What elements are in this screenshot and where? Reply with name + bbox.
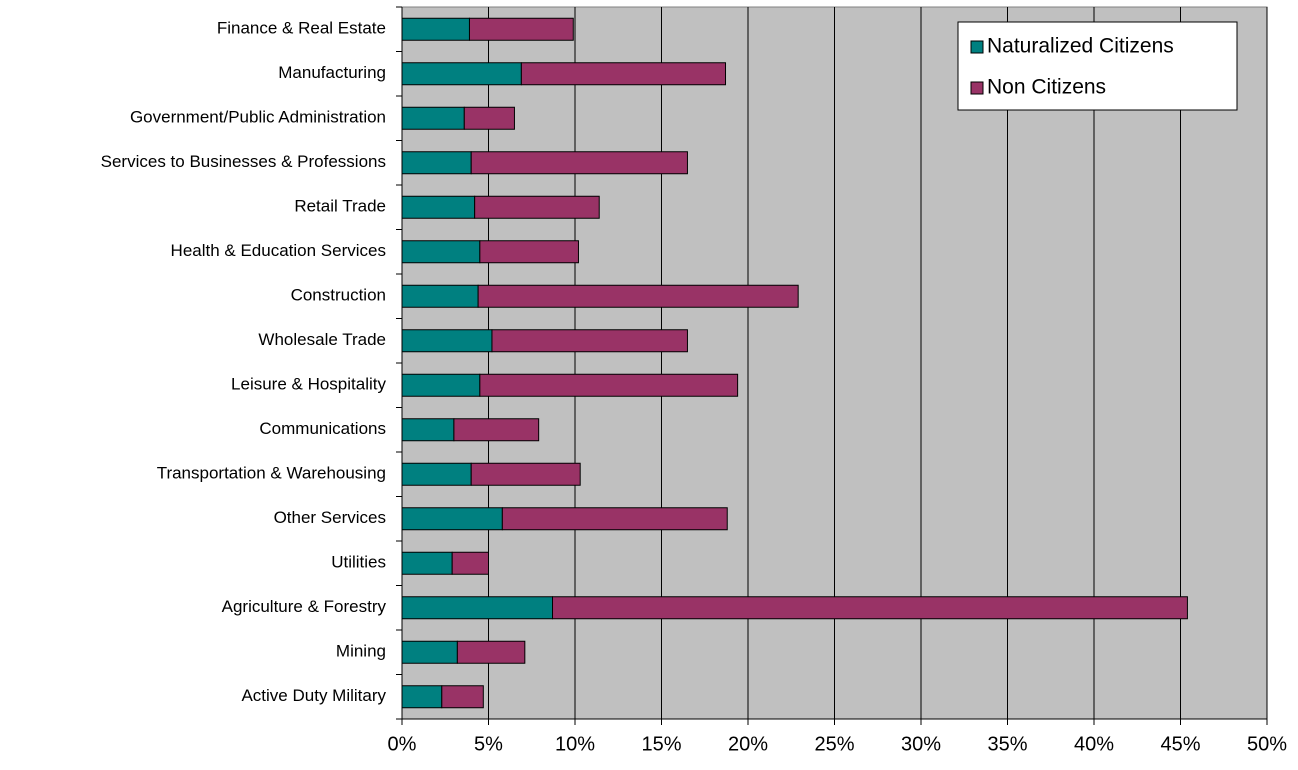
- bar-segment: [470, 151, 688, 175]
- bar-segment: [477, 284, 799, 308]
- y-tick-label: Utilities: [331, 553, 386, 572]
- bar-segment: [401, 462, 472, 486]
- bar-segment: [401, 640, 458, 664]
- x-tick-label: 10%: [555, 733, 595, 755]
- y-tick-label: Agriculture & Forestry: [222, 597, 387, 616]
- bar-segment: [401, 596, 554, 620]
- bar-segment: [401, 418, 455, 442]
- x-tick-label: 45%: [1160, 733, 1200, 755]
- y-tick-label: Wholesale Trade: [258, 330, 386, 349]
- y-tick-label: Health & Education Services: [171, 241, 386, 260]
- legend-swatch: [970, 81, 984, 95]
- x-tick-label: 15%: [641, 733, 681, 755]
- x-tick-label: 20%: [728, 733, 768, 755]
- bar-segment: [401, 240, 481, 264]
- bar-segment: [453, 418, 540, 442]
- bar-segment: [479, 373, 739, 397]
- y-tick-label: Communications: [259, 419, 386, 438]
- legend-label: Naturalized Citizens: [987, 35, 1174, 58]
- bar-segment: [491, 329, 688, 353]
- bar-segment: [401, 62, 522, 86]
- x-tick-label: 35%: [987, 733, 1027, 755]
- y-tick-label: Services to Businesses & Professions: [101, 152, 386, 171]
- x-tick-label: 40%: [1074, 733, 1114, 755]
- x-tick-label: 50%: [1247, 733, 1287, 755]
- bar-segment: [401, 195, 476, 219]
- bar-segment: [401, 329, 493, 353]
- bar-segment: [479, 240, 579, 264]
- bar-segment: [501, 507, 728, 531]
- y-tick-label: Other Services: [274, 508, 386, 527]
- x-tick-label: 25%: [814, 733, 854, 755]
- bar-segment: [474, 195, 600, 219]
- bar-segment: [401, 151, 472, 175]
- bar-segment: [401, 17, 470, 41]
- bar-segment: [401, 685, 443, 709]
- bar-segment: [470, 462, 581, 486]
- y-tick-label: Mining: [336, 642, 386, 661]
- bar-segment: [401, 551, 453, 575]
- y-tick-label: Finance & Real Estate: [217, 19, 386, 38]
- y-tick-label: Active Duty Military: [241, 686, 386, 705]
- bar-segment: [401, 373, 481, 397]
- y-tick-label: Transportation & Warehousing: [157, 464, 386, 483]
- x-tick-label: 5%: [474, 733, 503, 755]
- bar-segment: [401, 284, 479, 308]
- bar-segment: [401, 106, 465, 130]
- legend: Naturalized Citizens Non Citizens: [957, 21, 1238, 111]
- y-tick-label: Retail Trade: [294, 197, 386, 216]
- y-tick-label: Construction: [291, 286, 386, 305]
- bar-segment: [451, 551, 490, 575]
- y-tick-label: Government/Public Administration: [130, 108, 386, 127]
- legend-label: Non Citizens: [987, 76, 1106, 99]
- bar-segment: [463, 106, 515, 130]
- x-tick-label: 30%: [901, 733, 941, 755]
- legend-swatch: [970, 40, 984, 54]
- bar-segment: [468, 17, 574, 41]
- legend-box: [957, 21, 1238, 111]
- y-tick-label: Leisure & Hospitality: [231, 375, 386, 394]
- bar-segment: [520, 62, 727, 86]
- bar-segment: [441, 685, 484, 709]
- y-tick-label: Manufacturing: [278, 63, 386, 82]
- bar-segment: [401, 507, 503, 531]
- x-tick-label: 0%: [388, 733, 417, 755]
- bar-segment: [552, 596, 1188, 620]
- bar-segment: [456, 640, 526, 664]
